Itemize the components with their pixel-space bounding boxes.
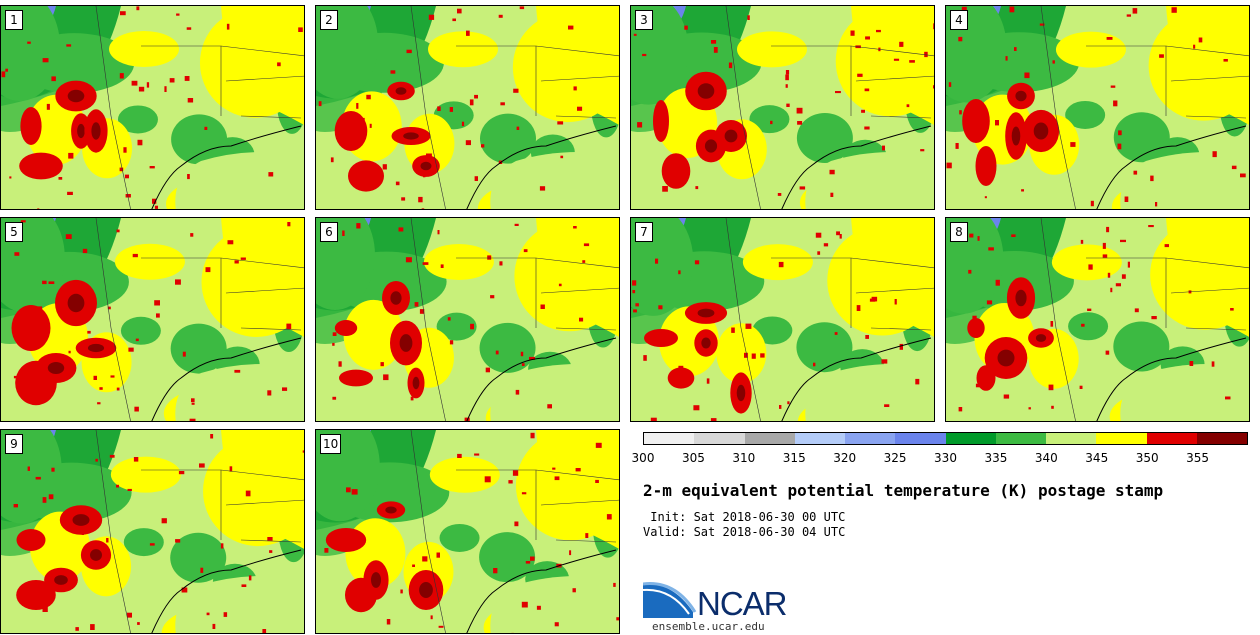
member-number-label: 3 xyxy=(635,10,653,30)
member-number-label: 10 xyxy=(320,434,342,454)
member-number-label: 2 xyxy=(320,10,338,30)
colorbar-tick-label: 305 xyxy=(681,451,705,465)
ncar-logo-icon xyxy=(643,582,697,618)
colorbar-segment xyxy=(1046,433,1097,444)
colorbar-tick-label: 315 xyxy=(782,451,806,465)
colorbar-segment xyxy=(845,433,896,444)
colorbar-segment xyxy=(644,433,695,444)
member-number-label: 7 xyxy=(635,222,653,242)
init-time: Init: Sat 2018-06-30 00 UTC xyxy=(643,510,846,524)
colorbar-segment xyxy=(895,433,946,444)
member-number-label: 4 xyxy=(950,10,968,30)
map-panel-5: 5 xyxy=(0,217,305,422)
valid-time: Valid: Sat 2018-06-30 04 UTC xyxy=(643,525,846,539)
colorbar-tick-label: 300 xyxy=(631,451,655,465)
colorbar-tick-label: 320 xyxy=(833,451,857,465)
map-panel-1: 1 xyxy=(0,5,305,210)
colorbar-tick-label: 325 xyxy=(883,451,907,465)
map-panel-7: 7 xyxy=(630,217,935,422)
colorbar-segment xyxy=(1096,433,1147,444)
colorbar-tick-label: 340 xyxy=(1034,451,1058,465)
map-panel-2: 2 xyxy=(315,5,620,210)
colorbar-tick-label: 330 xyxy=(934,451,957,465)
colorbar-tick-label: 345 xyxy=(1085,451,1109,465)
colorbar-segment xyxy=(744,433,795,444)
map-panel-6: 6 xyxy=(315,217,620,422)
colorbar-tick-label: 350 xyxy=(1135,451,1159,465)
plot-title: 2-m equivalent potential temperature (K)… xyxy=(643,481,1164,500)
map-panel-3: 3 xyxy=(630,5,935,210)
colorbar-segment xyxy=(694,433,745,444)
colorbar-segment xyxy=(1196,433,1247,444)
member-number-label: 9 xyxy=(5,434,23,454)
colorbar-segment xyxy=(945,433,996,444)
colorbar-segment xyxy=(794,433,845,444)
colorbar-tick-label: 310 xyxy=(732,451,756,465)
map-panel-8: 8 xyxy=(945,217,1250,422)
member-number-label: 1 xyxy=(5,10,23,30)
map-panel-4: 4 xyxy=(945,5,1250,210)
colorbar-segment xyxy=(1146,433,1197,444)
map-panel-10: 10 xyxy=(315,429,620,634)
member-number-label: 5 xyxy=(5,222,23,242)
ncar-wordmark: NCAR xyxy=(697,585,788,622)
ensemble-url: ensemble.ucar.edu xyxy=(652,620,765,633)
colorbar xyxy=(643,432,1248,445)
member-number-label: 8 xyxy=(950,222,968,242)
colorbar-tick-label: 335 xyxy=(984,451,1008,465)
colorbar-segment xyxy=(995,433,1046,444)
member-number-label: 6 xyxy=(320,222,338,242)
colorbar-tick-label: 355 xyxy=(1186,451,1210,465)
map-panel-9: 9 xyxy=(0,429,305,634)
